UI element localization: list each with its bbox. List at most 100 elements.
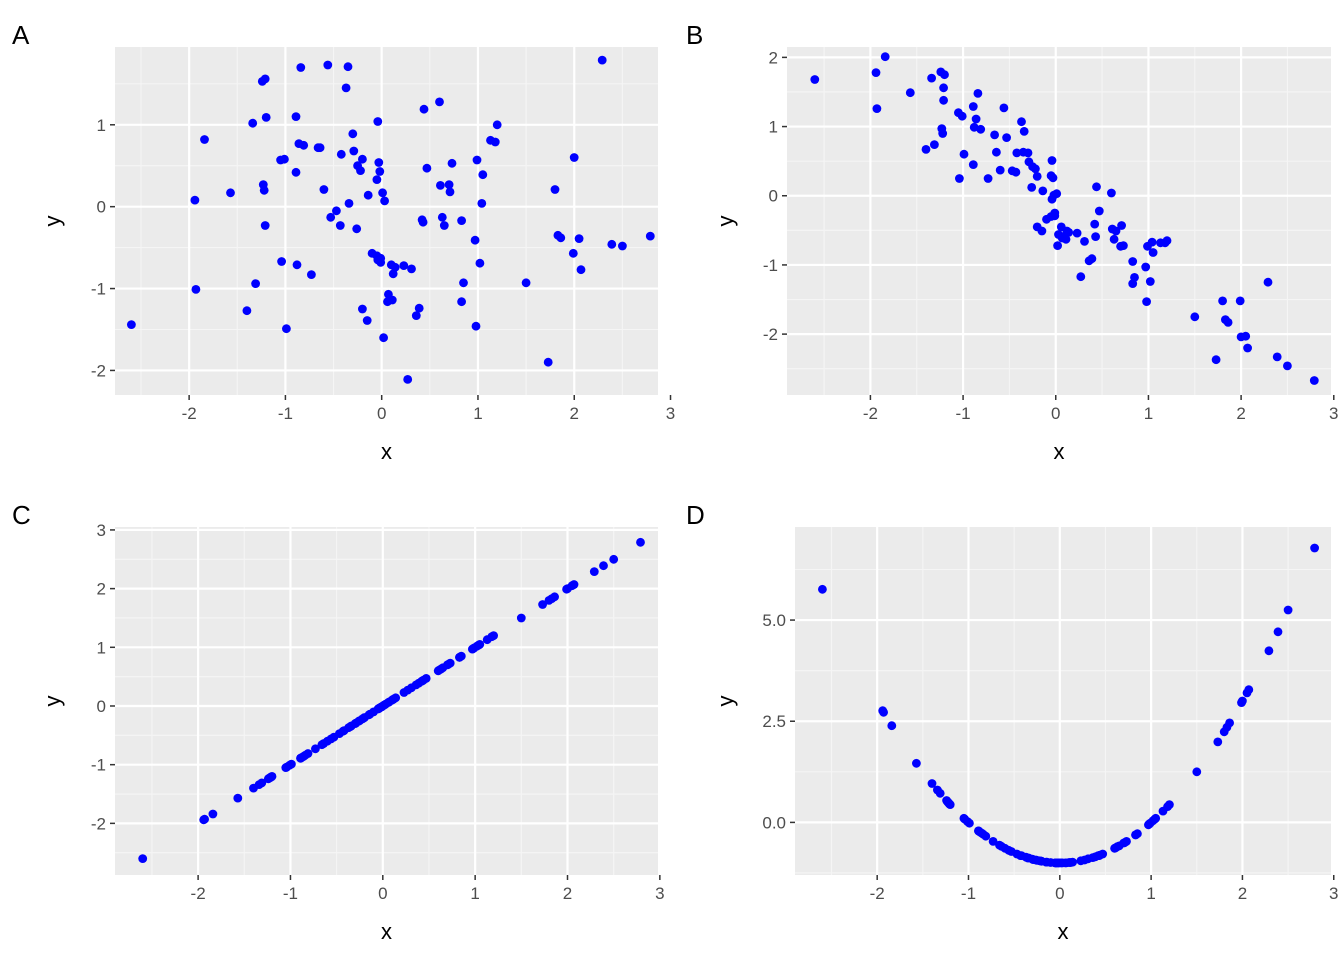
- data-point: [1133, 829, 1142, 839]
- data-point: [260, 74, 270, 84]
- data-point: [435, 97, 444, 107]
- x-axis-title: x: [1058, 919, 1069, 944]
- data-point: [1109, 234, 1119, 244]
- data-point: [1011, 167, 1021, 177]
- points-b: [810, 52, 1319, 385]
- data-point: [251, 279, 260, 288]
- data-point: [1235, 296, 1245, 306]
- points-c: [138, 537, 645, 863]
- x-tick-label: 0: [1051, 404, 1060, 423]
- data-point: [472, 155, 482, 165]
- data-point: [311, 744, 320, 754]
- data-point: [1241, 331, 1251, 341]
- data-point: [607, 239, 617, 249]
- y-tick-label: -1: [763, 256, 778, 275]
- x-axis-title: x: [381, 439, 392, 464]
- y-tick-label: 1: [97, 638, 106, 657]
- data-point: [291, 167, 301, 177]
- panel-d: D -2 -1 0 1 2 3 0.0 2.5 5.0 x y: [686, 500, 1338, 944]
- data-point: [1122, 837, 1131, 846]
- x-tick-label: -1: [956, 404, 971, 423]
- data-point: [1225, 718, 1234, 728]
- data-point: [299, 140, 309, 150]
- y-tick-label: 0: [97, 198, 106, 217]
- x-tick-label: -1: [278, 404, 293, 423]
- data-point: [569, 153, 579, 162]
- data-point: [1263, 277, 1273, 287]
- data-point: [880, 52, 890, 62]
- y-axis-title: y: [713, 696, 738, 707]
- data-point: [955, 174, 964, 183]
- data-point: [930, 140, 939, 150]
- data-point: [968, 160, 978, 170]
- x-tick-label: -2: [870, 884, 885, 903]
- data-point: [1012, 148, 1022, 158]
- y-tick-label: 5.0: [762, 611, 786, 630]
- data-point: [556, 233, 566, 243]
- panel-tag: C: [12, 500, 31, 530]
- data-point: [1098, 849, 1108, 859]
- data-point: [1047, 156, 1057, 165]
- x-tick-label: -1: [283, 884, 298, 903]
- x-tick-label: 3: [655, 884, 664, 903]
- data-point: [636, 537, 645, 547]
- data-point: [414, 303, 424, 313]
- y-tick-label: -2: [91, 361, 106, 380]
- data-point: [609, 554, 619, 564]
- data-point: [437, 212, 447, 222]
- data-point: [343, 62, 353, 72]
- data-point: [422, 163, 432, 173]
- data-point: [938, 129, 948, 138]
- data-point: [935, 788, 945, 798]
- data-point: [1272, 352, 1282, 362]
- y-tick-label: -2: [91, 814, 106, 833]
- y-tick-label: -2: [763, 325, 778, 344]
- data-point: [589, 567, 599, 576]
- data-point: [1119, 241, 1128, 251]
- data-point: [1130, 273, 1139, 282]
- data-point: [374, 158, 384, 167]
- data-point: [871, 68, 881, 77]
- data-point: [411, 311, 421, 320]
- y-tick-label: 2: [97, 580, 106, 599]
- data-point: [403, 375, 413, 384]
- data-point: [1111, 226, 1121, 236]
- panel-c: C -2 -1 0 1 2 3 -2 -1 0 1 2 3 x y: [12, 500, 665, 944]
- data-point: [1037, 226, 1047, 236]
- data-point: [1053, 241, 1062, 251]
- data-point: [349, 146, 359, 156]
- data-point: [1147, 237, 1157, 247]
- data-point: [332, 206, 341, 216]
- x-tick-label: -2: [182, 404, 197, 423]
- data-point: [378, 188, 387, 198]
- data-point: [1052, 189, 1062, 199]
- x-tick-label: 2: [1238, 884, 1247, 903]
- data-point: [1038, 186, 1048, 196]
- data-point: [1238, 696, 1247, 706]
- data-point: [1190, 312, 1200, 322]
- data-point: [379, 333, 388, 343]
- data-point: [418, 217, 428, 227]
- data-point: [1218, 296, 1227, 306]
- x-axis-title: x: [1054, 439, 1065, 464]
- plot-background: [787, 47, 1331, 395]
- data-point: [1068, 857, 1077, 867]
- data-point: [568, 248, 578, 258]
- data-point: [940, 70, 949, 80]
- data-point: [999, 103, 1009, 113]
- data-point: [490, 137, 500, 147]
- data-point: [407, 264, 416, 274]
- data-point: [1091, 232, 1100, 242]
- data-point: [1141, 262, 1151, 272]
- data-point: [344, 199, 354, 208]
- points-d: [818, 543, 1319, 868]
- data-point: [574, 234, 584, 244]
- data-point: [887, 721, 897, 731]
- x-tick-label: 1: [1144, 404, 1153, 423]
- data-point: [277, 257, 286, 266]
- data-point: [912, 758, 921, 768]
- data-point: [939, 83, 948, 93]
- data-point: [983, 174, 993, 183]
- data-point: [988, 837, 998, 846]
- data-point: [380, 196, 389, 206]
